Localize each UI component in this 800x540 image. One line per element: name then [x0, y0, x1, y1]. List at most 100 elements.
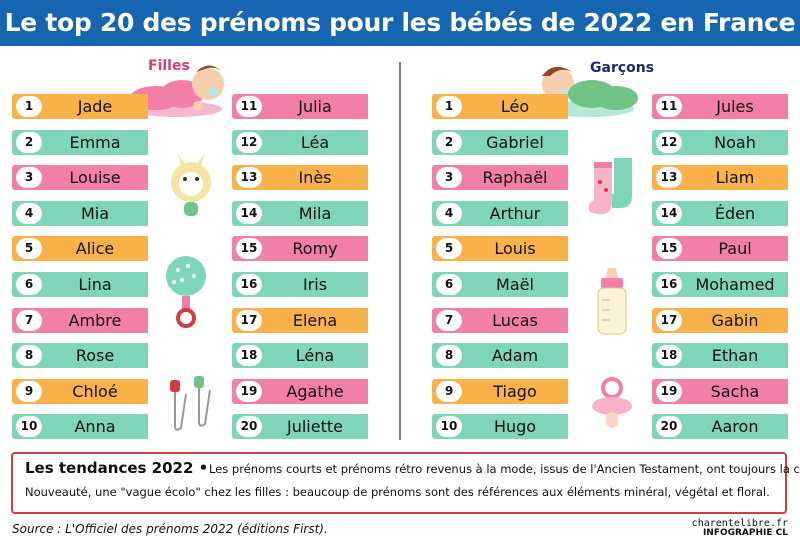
- girl-name-row: 12 Léa: [232, 129, 368, 155]
- first-name: Léo: [500, 97, 530, 116]
- boy-name-row: 13 Liam: [652, 165, 788, 191]
- rank-number: 15: [656, 238, 682, 260]
- rank-number: 3: [16, 167, 42, 189]
- first-name: Julia: [298, 97, 332, 116]
- first-name: Raphaël: [482, 168, 548, 188]
- first-name: Liam: [715, 168, 755, 188]
- first-name: Léa: [300, 132, 330, 152]
- rank-number: 19: [236, 380, 262, 402]
- rank-number: 1: [16, 96, 42, 117]
- rank-number: 14: [656, 202, 682, 224]
- rabbit-teether-icon: [166, 150, 216, 220]
- girl-name-row: 3 Louise: [12, 165, 148, 191]
- girl-name-row: 18 Léna: [232, 343, 368, 369]
- first-name: Inès: [298, 168, 332, 188]
- rank-number: 6: [16, 274, 42, 295]
- rank-number: 17: [656, 309, 682, 331]
- boy-name-row: 20 Aaron: [652, 414, 788, 440]
- girl-name-row: 8 Rose: [12, 343, 148, 369]
- boy-name-row: 16 Mohamed: [652, 272, 788, 297]
- column-divider: [399, 62, 401, 440]
- socks-icon: [586, 152, 644, 220]
- rank-number: 1: [436, 96, 462, 117]
- first-name: Mohamed: [695, 275, 775, 294]
- sleeping-boy-baby-icon: [532, 54, 644, 120]
- boy-name-row: 14 Éden: [652, 200, 788, 226]
- girl-name-row: 9 Chloé: [12, 378, 148, 404]
- first-name: Iris: [302, 275, 328, 294]
- rank-number: 8: [436, 345, 462, 367]
- girl-name-row: 10 Anna: [12, 414, 148, 440]
- first-name: Mila: [298, 203, 332, 223]
- boy-name-row: 7 Lucas: [432, 307, 568, 333]
- first-name: Louis: [494, 239, 536, 259]
- first-name: Tiago: [493, 381, 537, 401]
- first-name: Agathe: [286, 381, 344, 401]
- rank-number: 2: [436, 131, 462, 153]
- girl-name-row: 19 Agathe: [232, 378, 368, 404]
- trends-title: Les tendances 2022 •: [25, 459, 209, 477]
- rank-number: 19: [656, 380, 682, 402]
- first-name: Paul: [718, 239, 752, 259]
- first-name: Maël: [496, 275, 534, 294]
- girl-name-row: 14 Mila: [232, 200, 368, 226]
- boy-name-row: 8 Adam: [432, 343, 568, 369]
- rank-number: 12: [656, 131, 682, 153]
- first-name: Jules: [716, 97, 754, 116]
- first-name: Aaron: [711, 417, 759, 437]
- first-name: Ethan: [711, 346, 759, 366]
- rank-number: 11: [236, 96, 262, 117]
- safety-pins-icon: [164, 374, 214, 436]
- girl-name-row: 16 Iris: [232, 272, 368, 297]
- girls-label: Filles: [148, 58, 190, 74]
- rank-number: 16: [656, 274, 682, 295]
- rank-number: 6: [436, 274, 462, 295]
- rank-number: 15: [236, 238, 262, 260]
- source-note: Source : L'Officiel des prénoms 2022 (éd…: [12, 522, 328, 536]
- girl-name-row: 20 Juliette: [232, 414, 368, 440]
- page-title: Le top 20 des prénoms pour les bébés de …: [0, 0, 800, 46]
- rank-number: 18: [656, 345, 682, 367]
- first-name: Hugo: [493, 417, 537, 437]
- girl-name-row: 5 Alice: [12, 236, 148, 262]
- sleeping-girl-baby-icon: [120, 54, 232, 120]
- credit-site: charentelibre.fr: [691, 518, 788, 529]
- rattle-icon: [162, 254, 210, 330]
- credit-infographic: INFOGRAPHIE CL: [702, 528, 788, 538]
- first-name: Chloé: [72, 381, 118, 401]
- first-name: Adam: [491, 346, 539, 366]
- rank-number: 16: [236, 274, 262, 295]
- boy-name-row: 18 Ethan: [652, 343, 788, 369]
- boy-name-row: 3 Raphaël: [432, 165, 568, 191]
- girl-name-row: 1 Jade: [12, 94, 148, 119]
- rank-number: 18: [236, 345, 262, 367]
- trends-text-line1: Les prénoms courts et prénoms rétro reve…: [209, 462, 800, 476]
- first-name: Sacha: [710, 381, 760, 401]
- first-name: Elena: [292, 310, 338, 330]
- first-name: Gabriel: [486, 132, 544, 152]
- rank-number: 4: [16, 202, 42, 224]
- first-name: Léna: [295, 346, 335, 366]
- rank-number: 14: [236, 202, 262, 224]
- first-name: Louise: [69, 168, 121, 188]
- rank-number: 12: [236, 131, 262, 153]
- boy-name-row: 6 Maël: [432, 272, 568, 297]
- first-name: Anna: [74, 417, 116, 437]
- rank-number: 20: [236, 416, 262, 438]
- rank-number: 20: [656, 416, 682, 438]
- first-name: Emma: [69, 132, 121, 152]
- girl-name-row: 11 Julia: [232, 94, 368, 119]
- first-name: Juliette: [287, 417, 343, 437]
- first-name: Noah: [714, 132, 756, 152]
- boy-name-row: 19 Sacha: [652, 378, 788, 404]
- boy-name-row: 5 Louis: [432, 236, 568, 262]
- rank-number: 11: [656, 96, 682, 117]
- first-name: Rose: [75, 346, 115, 366]
- first-name: Gabin: [711, 310, 759, 330]
- girl-name-row: 15 Romy: [232, 236, 368, 262]
- boy-name-row: 10 Hugo: [432, 414, 568, 440]
- rank-number: 7: [16, 309, 42, 331]
- first-name: Lucas: [492, 310, 538, 330]
- boy-name-row: 12 Noah: [652, 129, 788, 155]
- boy-name-row: 2 Gabriel: [432, 129, 568, 155]
